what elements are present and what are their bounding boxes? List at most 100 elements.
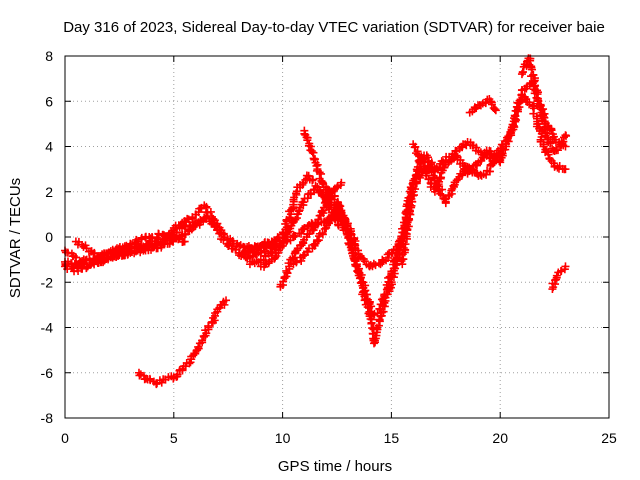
data-point <box>561 165 570 174</box>
y-tick-label: -8 <box>41 410 54 426</box>
data-point <box>325 187 334 196</box>
series-track-m <box>333 151 439 321</box>
data-point <box>410 143 419 152</box>
y-tick-label: 0 <box>45 229 53 245</box>
y-tick-label: -2 <box>41 274 54 290</box>
data-point <box>495 157 504 166</box>
data-point <box>299 198 308 207</box>
data-point <box>487 100 496 109</box>
series-track-d <box>71 229 189 262</box>
x-tick-label: 5 <box>170 430 178 446</box>
data-point <box>458 171 467 180</box>
series-track-g <box>245 185 348 269</box>
data-point <box>383 250 392 259</box>
data-point <box>355 274 364 283</box>
data-point <box>326 216 335 225</box>
data-point <box>495 150 504 159</box>
series-track-e <box>134 296 231 389</box>
data-point <box>90 260 99 269</box>
data-point <box>506 129 515 138</box>
data-point <box>465 163 474 172</box>
data-point <box>191 219 200 228</box>
data-point <box>174 235 183 244</box>
data-point <box>534 88 543 97</box>
data-point <box>463 162 472 171</box>
data-point <box>401 240 410 249</box>
data-point <box>318 229 327 238</box>
data-point <box>219 235 228 244</box>
data-point <box>313 237 322 246</box>
data-point <box>67 262 76 271</box>
data-point <box>180 230 189 239</box>
series-track-p <box>420 137 505 176</box>
series-track-s <box>548 262 570 294</box>
data-point <box>546 139 555 148</box>
data-point <box>508 120 517 129</box>
data-point <box>502 133 511 142</box>
data-point <box>412 177 421 186</box>
data-point <box>436 189 445 198</box>
data-point <box>180 237 189 246</box>
x-tick-label: 10 <box>275 430 291 446</box>
data-point <box>318 178 327 187</box>
data-point <box>380 290 389 299</box>
data-point <box>561 131 570 140</box>
data-point <box>304 171 313 180</box>
data-point <box>312 219 321 228</box>
data-point <box>491 106 500 115</box>
data-point <box>131 247 140 256</box>
data-point <box>437 157 446 166</box>
data-point <box>326 188 335 197</box>
data-point <box>385 272 394 281</box>
x-tick-label: 15 <box>384 430 400 446</box>
data-point <box>337 178 346 187</box>
y-tick-label: 2 <box>45 184 53 200</box>
data-point <box>307 146 316 155</box>
data-point <box>528 65 537 74</box>
data-point <box>323 196 332 205</box>
data-point <box>185 359 194 368</box>
y-axis-label: SDTVAR / TECUs <box>7 178 24 298</box>
y-tick-label: 8 <box>45 48 53 64</box>
data-point <box>317 169 326 178</box>
data-point <box>299 225 308 234</box>
data-point <box>557 137 566 146</box>
data-point <box>518 67 527 76</box>
data-point <box>194 342 203 351</box>
series-track-q <box>465 94 500 117</box>
x-axis-label: GPS time / hours <box>278 458 392 475</box>
data-point <box>547 126 556 135</box>
y-tick-label: -6 <box>41 365 54 381</box>
data-point <box>510 111 519 120</box>
series-track-c <box>61 212 211 276</box>
data-point <box>476 101 485 110</box>
data-point <box>438 191 447 200</box>
data-point <box>78 262 87 271</box>
data-point <box>154 229 163 238</box>
x-tick-label: 20 <box>492 430 508 446</box>
data-point <box>515 96 524 105</box>
data-point <box>496 158 505 167</box>
data-layer <box>61 54 571 389</box>
series-track-i <box>300 126 335 203</box>
data-point <box>297 256 306 265</box>
data-point <box>557 266 566 275</box>
data-point <box>352 261 361 270</box>
series-track-r <box>517 54 571 156</box>
data-point <box>402 220 411 229</box>
chart-title: Day 316 of 2023, Sidereal Day-to-day VTE… <box>63 19 605 36</box>
data-point <box>204 321 213 330</box>
x-tick-label: 0 <box>61 430 69 446</box>
data-point <box>544 150 553 159</box>
y-tick-label: 6 <box>45 93 53 109</box>
axis-layer: 0 5 10 15 20 25 -8 -6 -4 -2 0 2 4 6 8 <box>41 48 617 446</box>
data-point <box>160 231 169 240</box>
data-point <box>561 262 570 271</box>
data-point <box>202 212 211 221</box>
data-point <box>308 176 317 185</box>
data-point <box>329 208 338 217</box>
data-point <box>346 234 355 243</box>
data-point <box>545 155 554 164</box>
data-point <box>175 233 184 242</box>
